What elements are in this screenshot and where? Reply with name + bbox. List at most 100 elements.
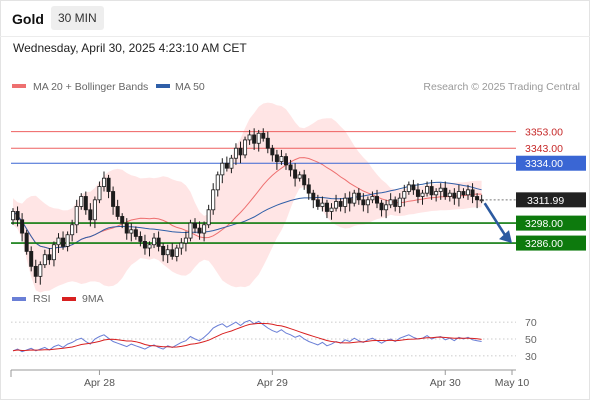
candle-body-10 — [56, 237, 61, 246]
candle-body-13 — [70, 224, 75, 236]
candle-body-31 — [152, 237, 157, 246]
candle-body-74 — [347, 197, 352, 204]
candle-body-56 — [265, 137, 270, 149]
candle-body-54 — [256, 132, 261, 144]
pivot-label-box-2 — [516, 155, 586, 171]
candle-body-102 — [475, 196, 480, 201]
legend-label-rsi: RSI — [33, 293, 51, 305]
rsi-legend: RSI 9MA — [12, 293, 104, 305]
candle-body-69 — [324, 202, 329, 212]
candle-body-9 — [51, 244, 56, 261]
candle-body-23 — [115, 206, 120, 217]
candle-body-75 — [352, 192, 357, 204]
candle-body-98 — [456, 191, 461, 199]
candle-body-61 — [288, 164, 293, 171]
time-tick-label-3: May 10 — [495, 377, 530, 389]
candle-body-19 — [97, 186, 102, 201]
candle-body-14 — [74, 206, 79, 226]
candle-body-4 — [29, 250, 34, 267]
candle-body-6 — [38, 264, 43, 277]
candle-body-30 — [147, 244, 152, 249]
legend-swatch-ma20 — [12, 84, 26, 88]
candle-body-22 — [111, 191, 116, 207]
candle-body-35 — [170, 249, 175, 257]
candle-body-46 — [220, 162, 225, 176]
candle-body-65 — [306, 184, 311, 194]
candle-body-58 — [274, 154, 279, 162]
candle-body-18 — [92, 199, 97, 221]
candle-body-96 — [447, 192, 452, 197]
legend-label-9ma: 9MA — [82, 293, 104, 305]
candle-body-84 — [393, 199, 398, 207]
candle-body-20 — [102, 177, 107, 187]
candle-body-52 — [247, 134, 252, 141]
bollinger-bands — [13, 102, 482, 293]
candle-body-47 — [224, 162, 229, 169]
candle-body-3 — [24, 232, 29, 252]
candle-body-90 — [420, 192, 425, 197]
rsi-tick-30: 30 — [525, 351, 537, 363]
candle-body-73 — [343, 197, 348, 207]
candlesticks — [10, 128, 484, 285]
candle-body-32 — [156, 237, 161, 247]
candle-body-11 — [61, 237, 66, 247]
candle-body-66 — [311, 192, 316, 201]
rsi-tick-50: 50 — [525, 334, 537, 346]
candle-body-82 — [384, 204, 389, 211]
candle-body-80 — [374, 196, 379, 204]
candle-body-72 — [338, 201, 343, 207]
candle-body-21 — [106, 177, 111, 192]
source-credit: Research © 2025 Trading Central — [423, 81, 580, 93]
candle-body-57 — [270, 147, 275, 156]
candle-body-78 — [365, 199, 370, 206]
candle-body-37 — [179, 242, 184, 249]
candle-body-25 — [124, 222, 129, 234]
support-label-box-3 — [516, 215, 586, 231]
candle-body-97 — [452, 192, 457, 199]
candle-body-39 — [188, 222, 193, 239]
forecast-arrow — [483, 202, 512, 244]
candle-body-67 — [315, 199, 320, 207]
candle-body-94 — [438, 187, 443, 192]
resistance-label-1: 3343.00 — [525, 143, 563, 155]
bollinger-band-area — [13, 102, 482, 293]
candle-body-86 — [402, 191, 407, 199]
candle-body-85 — [397, 197, 402, 207]
candle-body-55 — [261, 132, 266, 139]
current-price-box — [516, 192, 586, 208]
candle-body-51 — [243, 139, 248, 156]
candle-body-70 — [329, 207, 334, 212]
header-bar: Gold 30 MIN — [0, 0, 590, 37]
candle-body-49 — [233, 147, 238, 159]
candle-body-95 — [443, 187, 448, 197]
candle-body-87 — [406, 184, 411, 192]
candle-body-26 — [129, 229, 134, 234]
level-labels: 3353.00 3343.00 3334.00 3298.00 3286.00 3311.… — [516, 127, 586, 251]
interval-selector[interactable]: 30 MIN — [51, 6, 104, 30]
candle-body-100 — [465, 189, 470, 196]
candle-body-60 — [283, 156, 288, 166]
candle-body-48 — [229, 157, 234, 169]
moving-averages — [12, 157, 482, 250]
candle-body-91 — [425, 186, 430, 194]
time-tick-label-2: Apr 30 — [430, 377, 461, 389]
candle-body-0 — [10, 211, 15, 221]
candle-body-41 — [197, 227, 202, 234]
instrument-name: Gold — [12, 11, 44, 27]
support-label-3: 3298.00 — [525, 218, 563, 230]
candle-body-71 — [334, 201, 339, 209]
candle-body-81 — [379, 202, 384, 211]
candle-body-44 — [211, 189, 216, 211]
candle-body-59 — [279, 156, 284, 162]
candle-body-43 — [206, 209, 211, 226]
time-tick-label-1: Apr 29 — [257, 377, 288, 389]
rsi-ma-line — [12, 322, 482, 352]
candle-body-76 — [356, 192, 361, 201]
candle-body-99 — [461, 191, 466, 196]
candle-body-83 — [388, 199, 393, 206]
candle-body-28 — [138, 236, 143, 242]
legend-swatch-9ma — [62, 297, 76, 301]
candle-body-101 — [470, 189, 475, 197]
candle-body-45 — [215, 174, 220, 191]
candle-body-33 — [161, 245, 166, 256]
